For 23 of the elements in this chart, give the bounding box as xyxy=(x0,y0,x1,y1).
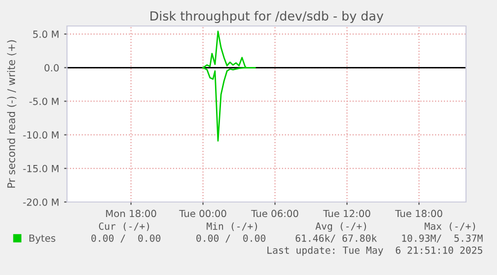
y-tick-label: -5.0 M xyxy=(29,98,58,106)
y-tick-label: -10.0 M xyxy=(23,131,58,139)
y-tick-label: 5.0 M xyxy=(33,30,58,38)
text: Last update: Tue May 6 21:51:10 2025 xyxy=(267,246,482,256)
y-tick-label: 0.0 xyxy=(44,64,59,72)
text: Max (-/+) xyxy=(424,222,475,231)
text: 61.46k/ 67.80k xyxy=(296,234,377,243)
y-tick-label: -20.0 M xyxy=(23,198,58,206)
text: 0.00 / 0.00 xyxy=(91,234,160,243)
x-tick-label: Tue 06:00 xyxy=(251,210,298,218)
x-tick-label: Tue 12:00 xyxy=(323,210,370,218)
y-tick-label: -15.0 M xyxy=(23,164,58,172)
text: 10.93M/ 5.37M xyxy=(402,234,483,243)
text: Avg (-/+) xyxy=(316,222,366,232)
text: Cur (-/+) xyxy=(98,222,149,231)
text: 0.00 / 0.00 xyxy=(196,234,266,243)
chart-title: Disk throughput for /dev/sdb - by day xyxy=(150,10,384,24)
x-tick-label: Tue 00:00 xyxy=(179,210,226,218)
text: Min (-/+) xyxy=(206,222,257,231)
y-axis-title: Pr second read (-) / write (+) xyxy=(7,40,16,188)
x-tick-label: Mon 18:00 xyxy=(106,210,156,218)
x-tick-label: Tue 18:00 xyxy=(395,210,442,218)
legend-label: Bytes xyxy=(29,234,56,244)
